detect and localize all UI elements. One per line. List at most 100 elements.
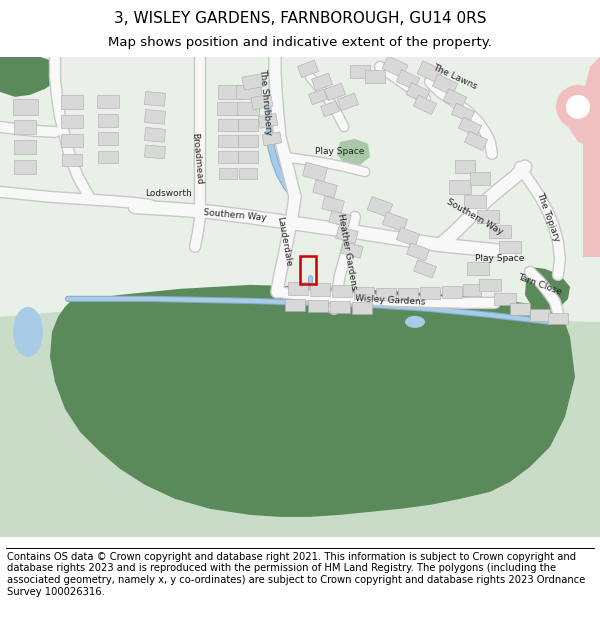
Polygon shape bbox=[50, 285, 575, 517]
Bar bbox=[330, 301, 350, 313]
Bar bbox=[310, 283, 330, 296]
Bar bbox=[308, 89, 328, 105]
Bar bbox=[14, 120, 36, 134]
Text: Play Space: Play Space bbox=[316, 148, 365, 156]
Text: Map shows position and indicative extent of the property.: Map shows position and indicative extent… bbox=[108, 36, 492, 49]
Bar bbox=[464, 196, 486, 208]
Bar bbox=[313, 180, 337, 198]
Text: The Lawns: The Lawns bbox=[431, 62, 479, 91]
Bar bbox=[350, 66, 370, 78]
Bar bbox=[583, 107, 600, 257]
Bar bbox=[382, 56, 408, 78]
Bar bbox=[337, 93, 359, 111]
Bar bbox=[97, 96, 119, 108]
Bar bbox=[442, 286, 462, 298]
Bar bbox=[238, 135, 258, 147]
Bar bbox=[61, 95, 83, 109]
Bar bbox=[398, 288, 418, 300]
Bar bbox=[288, 282, 308, 296]
Bar bbox=[336, 226, 358, 243]
Bar bbox=[14, 140, 36, 154]
Bar bbox=[420, 287, 440, 299]
Bar bbox=[354, 287, 374, 299]
Text: The Topiary: The Topiary bbox=[535, 191, 561, 243]
Text: Southern Way: Southern Way bbox=[203, 208, 267, 222]
Bar bbox=[219, 168, 237, 179]
Polygon shape bbox=[0, 295, 600, 537]
Bar bbox=[530, 309, 550, 321]
Bar bbox=[477, 211, 499, 223]
Bar bbox=[365, 71, 385, 83]
Bar bbox=[397, 228, 419, 246]
Bar bbox=[237, 102, 259, 116]
Bar bbox=[320, 101, 340, 117]
Bar bbox=[467, 262, 489, 276]
Bar bbox=[329, 211, 351, 227]
Bar bbox=[217, 102, 239, 116]
Bar bbox=[61, 116, 83, 128]
Bar bbox=[458, 118, 482, 136]
Polygon shape bbox=[337, 139, 370, 165]
Bar bbox=[235, 85, 260, 99]
Bar bbox=[145, 127, 166, 142]
Polygon shape bbox=[525, 267, 570, 312]
Bar bbox=[376, 288, 396, 300]
Text: The Shrubbery: The Shrubbery bbox=[257, 68, 272, 136]
Bar bbox=[285, 299, 305, 311]
Bar bbox=[311, 73, 332, 91]
Bar bbox=[238, 119, 258, 131]
Bar bbox=[239, 168, 257, 179]
Text: Lodsworth: Lodsworth bbox=[145, 189, 191, 198]
Circle shape bbox=[556, 85, 600, 129]
Bar bbox=[413, 260, 436, 278]
Text: Contains OS data © Crown copyright and database right 2021. This information is : Contains OS data © Crown copyright and d… bbox=[7, 552, 586, 597]
Bar bbox=[298, 60, 319, 78]
Bar bbox=[455, 161, 475, 173]
Bar bbox=[413, 95, 437, 114]
Bar bbox=[332, 285, 352, 297]
Ellipse shape bbox=[405, 316, 425, 328]
Bar bbox=[145, 109, 166, 124]
Bar bbox=[300, 256, 316, 284]
Bar bbox=[417, 61, 443, 83]
Bar bbox=[218, 135, 238, 147]
Bar bbox=[499, 241, 521, 253]
Bar bbox=[341, 241, 363, 258]
Bar bbox=[98, 151, 118, 163]
Bar bbox=[262, 132, 282, 146]
Bar bbox=[98, 114, 118, 128]
Bar bbox=[396, 70, 420, 90]
Text: Southern Way: Southern Way bbox=[445, 197, 505, 237]
Bar bbox=[308, 300, 328, 312]
Bar bbox=[302, 162, 328, 181]
Bar bbox=[145, 145, 166, 159]
Bar bbox=[432, 74, 458, 96]
Bar bbox=[548, 313, 568, 324]
Bar bbox=[218, 85, 242, 99]
Polygon shape bbox=[0, 57, 60, 97]
Bar bbox=[251, 94, 273, 109]
Bar bbox=[322, 196, 344, 214]
Bar bbox=[406, 82, 430, 103]
Bar bbox=[13, 99, 37, 115]
Ellipse shape bbox=[13, 307, 43, 357]
Bar bbox=[489, 226, 511, 238]
Text: 3, WISLEY GARDENS, FARNBOROUGH, GU14 0RS: 3, WISLEY GARDENS, FARNBOROUGH, GU14 0RS bbox=[114, 11, 486, 26]
Bar bbox=[449, 180, 471, 194]
Bar bbox=[510, 303, 530, 315]
Bar bbox=[382, 212, 407, 232]
Bar bbox=[479, 279, 501, 291]
Text: Heather Gardens: Heather Gardens bbox=[336, 213, 358, 291]
Bar bbox=[98, 132, 118, 146]
Bar bbox=[463, 284, 481, 296]
Bar bbox=[218, 151, 238, 163]
Bar bbox=[145, 91, 166, 106]
Bar bbox=[62, 154, 82, 166]
Polygon shape bbox=[565, 57, 600, 147]
Text: Lauderdale: Lauderdale bbox=[275, 216, 293, 268]
Bar bbox=[367, 196, 393, 218]
Bar bbox=[14, 160, 36, 174]
Bar bbox=[218, 119, 238, 131]
Bar bbox=[451, 103, 475, 122]
Bar bbox=[352, 302, 372, 314]
